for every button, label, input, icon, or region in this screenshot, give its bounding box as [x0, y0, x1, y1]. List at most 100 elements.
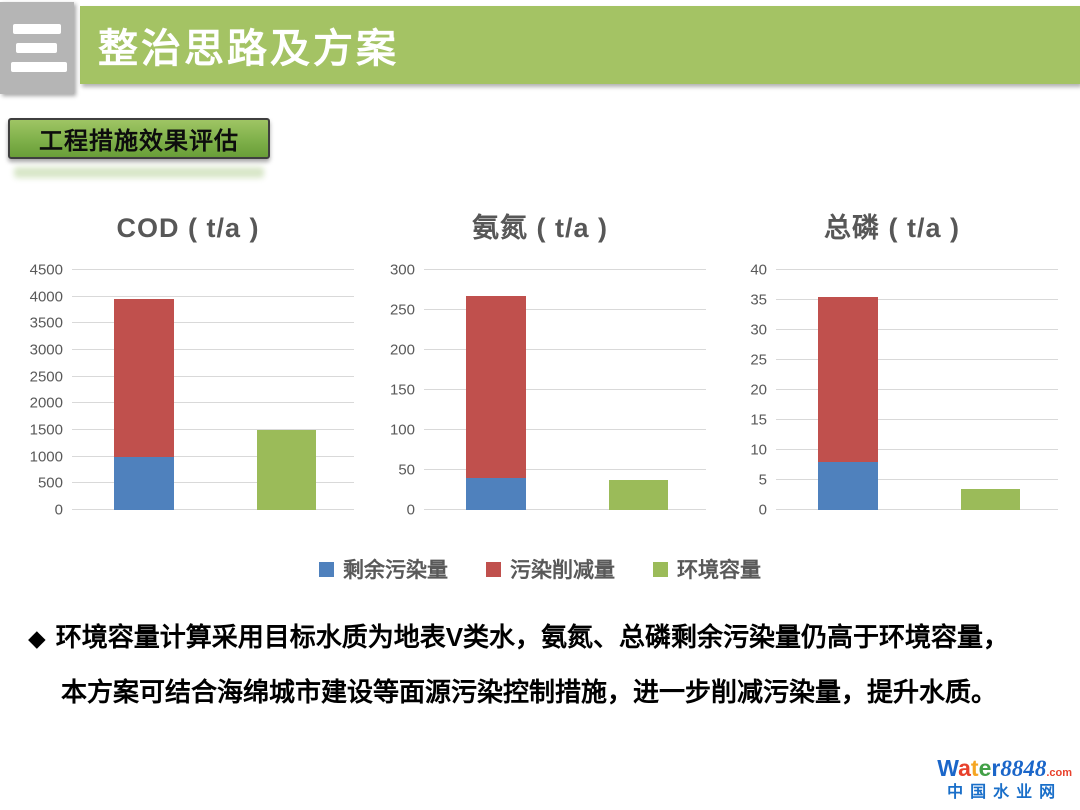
y-tick-label: 150 [389, 381, 415, 399]
legend-item-pollution-reduction: 污染削减量 [486, 554, 615, 584]
y-tick-label: 4000 [29, 288, 63, 306]
watermark-letter: a [958, 755, 971, 782]
y-axis-cod: 0 500 1000 1500 2000 2500 3000 3500 4000 4500 [22, 262, 72, 519]
y-tick-label: 2000 [29, 394, 63, 412]
gridline [72, 322, 354, 324]
watermark-subtitle: 中国水业网 [947, 784, 1063, 802]
gridline [72, 402, 354, 404]
legend-swatch-blue [319, 561, 334, 577]
chart-title-ammonia: 氨氮 ( t/a ) [472, 213, 608, 243]
legend-swatch-red [486, 561, 501, 577]
y-tick-label: 0 [758, 501, 767, 519]
y-tick-label: 3000 [29, 341, 63, 359]
y-tick-label: 1500 [29, 421, 63, 439]
gridline [776, 269, 1058, 270]
gridline [776, 389, 1058, 390]
gridline [424, 389, 706, 390]
icon-bar [13, 24, 61, 34]
gridline [424, 309, 706, 310]
y-tick-label: 1000 [29, 448, 63, 466]
y-tick-label: 35 [750, 291, 767, 309]
y-axis-ammonia: 0 50 100 150 200 250 300 [374, 262, 424, 519]
gridline [72, 509, 354, 510]
gridline [776, 449, 1058, 450]
gridline [72, 349, 354, 351]
watermark-letter: e [978, 755, 992, 782]
y-tick-label: 15 [750, 411, 767, 429]
chart-body: 0 50 100 150 200 250 300 [374, 262, 706, 519]
chart-total-phosphorus: 总磷 ( t/a ) 0 5 10 15 20 25 30 35 40 [726, 206, 1058, 519]
bar-segment [466, 295, 526, 478]
watermark-word: Water [937, 755, 1000, 781]
plot-area-phosphorus [776, 269, 1058, 510]
gridline [776, 329, 1058, 330]
chart-title-cod: COD ( t/a ) [116, 213, 260, 243]
gridline [776, 509, 1058, 510]
bar-segment [256, 430, 316, 510]
gridline [72, 429, 354, 431]
gridline [424, 469, 706, 471]
watermark-logo: Water8848.com [937, 755, 1072, 782]
gridline [776, 419, 1058, 420]
watermark-letter: t [970, 755, 979, 782]
legend-label: 污染削减量 [510, 559, 615, 582]
gridline [72, 375, 354, 377]
y-tick-label: 10 [750, 441, 767, 459]
plot-area-cod [72, 269, 354, 510]
y-tick-label: 2500 [29, 368, 63, 386]
watermark-number: 8848 [1000, 756, 1047, 782]
bar-segment [466, 478, 526, 510]
gridline [424, 429, 706, 431]
gridline [776, 479, 1058, 480]
page-title: 整治思路及方案 [98, 27, 399, 71]
gridline [72, 455, 354, 457]
bar-segment [818, 297, 878, 462]
gridline [776, 359, 1058, 360]
watermark: Water8848.com 中国水业网 [937, 755, 1072, 802]
y-tick-label: 25 [750, 351, 767, 369]
y-tick-label: 50 [398, 461, 415, 479]
legend-label: 环境容量 [677, 559, 761, 582]
conclusion-text: ◆ 环境容量计算采用目标水质为地表V类水，氨氮、总磷剩余污染量仍高于环境容量， 本… [28, 610, 1062, 719]
chart-title-phosphorus: 总磷 ( t/a ) [824, 213, 960, 243]
header-banner: 整治思路及方案 [80, 6, 1080, 84]
y-tick-label: 30 [750, 321, 767, 339]
gridline [72, 482, 354, 484]
watermark-letter: r [991, 755, 1001, 782]
icon-bar [11, 62, 67, 72]
y-tick-label: 4500 [29, 261, 63, 279]
bar-segment [114, 456, 174, 510]
y-tick-label: 0 [54, 501, 63, 519]
watermark-domain-suffix: .com [1046, 767, 1072, 780]
section-badge-label: 工程措施效果评估 [39, 128, 239, 155]
y-tick-label: 0 [406, 501, 415, 519]
legend-label: 剩余污染量 [343, 559, 448, 582]
chart-ammonia-nitrogen: 氨氮 ( t/a ) 0 50 100 150 200 250 300 [374, 206, 706, 519]
y-tick-label: 20 [750, 381, 767, 399]
section-badge: 工程措施效果评估 [8, 118, 270, 159]
gridline [776, 299, 1058, 300]
diamond-bullet-icon: ◆ [28, 625, 46, 651]
y-tick-label: 250 [389, 301, 415, 319]
chart-body: 0 5 10 15 20 25 30 35 40 [726, 262, 1058, 519]
plot-area-ammonia [424, 269, 706, 510]
conclusion-line2: 本方案可结合海绵城市建设等面源污染控制措施，进一步削减污染量，提升水质。 [61, 676, 998, 707]
gridline [424, 349, 706, 351]
gridline [72, 269, 354, 270]
bar-segment [114, 299, 174, 457]
y-tick-label: 5 [758, 471, 767, 489]
legend-item-remaining-pollution: 剩余污染量 [319, 554, 448, 584]
chart-cod: COD ( t/a ) 0 500 1000 1500 2000 2500 3000 3500… [22, 206, 354, 519]
icon-bar [16, 43, 57, 53]
y-tick-label: 100 [389, 421, 415, 439]
conclusion-line1-text: 环境容量计算采用目标水质为地表V类水，氨氮、总磷剩余污染量仍高于环境容量， [55, 622, 1010, 652]
y-tick-label: 3500 [29, 314, 63, 332]
y-axis-phosphorus: 0 5 10 15 20 25 30 35 40 [726, 262, 776, 519]
charts-row: COD ( t/a ) 0 500 1000 1500 2000 2500 3000 3500… [22, 206, 1058, 519]
chart-body: 0 500 1000 1500 2000 2500 3000 3500 4000 4500 [22, 262, 354, 519]
section-badge-reflection [14, 167, 264, 178]
watermark-letter: W [937, 755, 959, 782]
y-tick-label: 40 [750, 261, 767, 279]
bar-segment [818, 462, 878, 510]
